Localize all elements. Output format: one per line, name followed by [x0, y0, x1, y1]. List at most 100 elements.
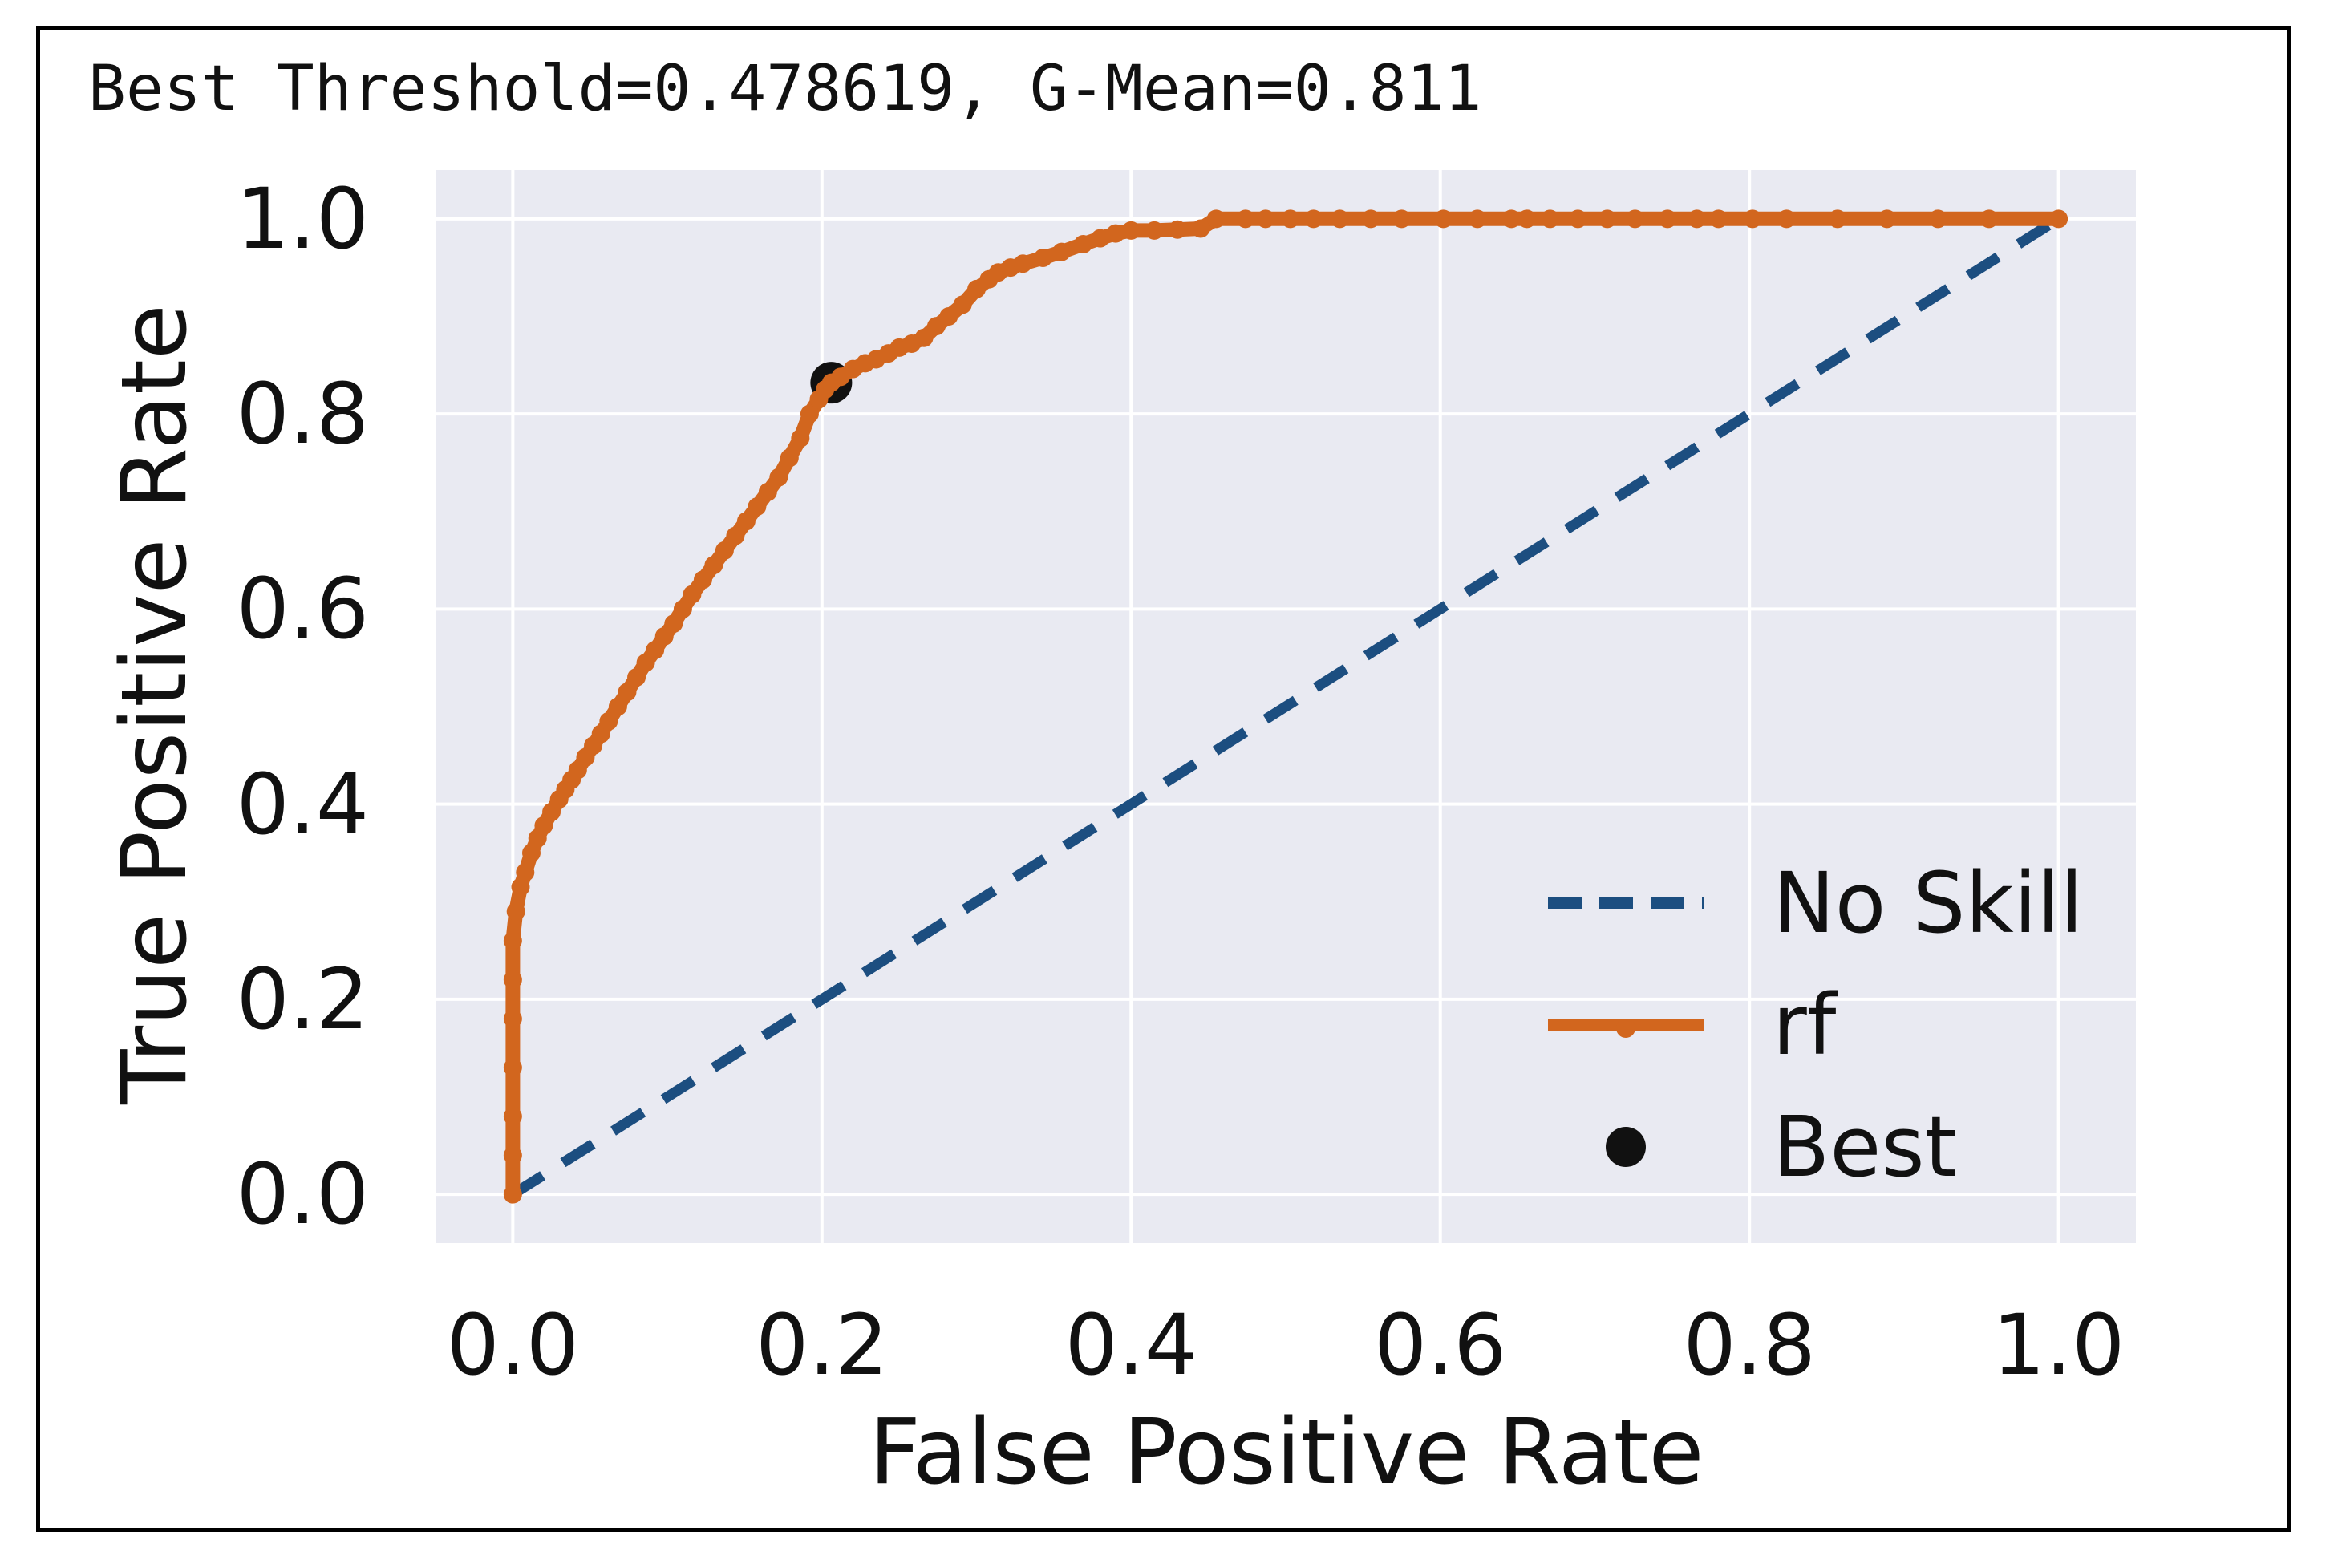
rf-marker [953, 295, 972, 314]
y-tick-label: 0.2 [236, 950, 369, 1048]
rf-marker [2049, 209, 2068, 229]
chart-title: Best Threshold=0.478619, G-Mean=0.811 [88, 53, 1482, 125]
y-tick-label: 1.0 [236, 169, 369, 268]
rf-marker [516, 863, 535, 882]
rf-marker [1828, 209, 1847, 229]
rf-marker [506, 901, 525, 921]
rf-marker [599, 711, 618, 731]
rf-marker [1206, 209, 1226, 229]
rf-marker [1979, 209, 1999, 229]
rf-marker [1743, 209, 1762, 229]
rf-marker [1598, 209, 1617, 229]
rf-marker [1777, 209, 1796, 229]
y-axis-label: True Positive Rate [103, 304, 207, 1104]
rf-marker [1121, 221, 1141, 240]
rf-marker [1033, 248, 1052, 267]
rf-marker [503, 1107, 522, 1126]
rf-marker [1330, 209, 1349, 229]
rf-marker [748, 497, 767, 517]
rf-marker [673, 599, 692, 618]
x-tick-label: 0.6 [1374, 1296, 1507, 1394]
rf-marker [683, 585, 702, 604]
rf-marker [1434, 209, 1453, 229]
legend: No Skill rf Best [1544, 842, 2083, 1208]
rf-marker [1052, 242, 1072, 261]
rf-marker [800, 404, 819, 423]
rf-marker [503, 970, 522, 990]
roc-plot-area [436, 170, 2136, 1243]
rf-marker [1541, 209, 1560, 229]
rf-marker [1517, 209, 1537, 229]
rf-marker [1281, 209, 1300, 229]
x-tick-label: 0.2 [756, 1296, 889, 1394]
x-tick-label: 1.0 [1992, 1296, 2125, 1394]
rf-marker [1236, 209, 1255, 229]
rf-marker [1091, 229, 1110, 248]
rf-marker [769, 468, 788, 487]
rf-marker [1468, 209, 1487, 229]
legend-label: Best [1773, 1098, 1958, 1196]
rf-marker [1145, 221, 1164, 240]
rf-marker [618, 683, 637, 702]
rf-marker [1688, 209, 1707, 229]
rf-marker [503, 1009, 522, 1028]
legend-dot-sample [1606, 1127, 1646, 1167]
rf-marker [1106, 224, 1125, 243]
legend-label: rf [1773, 976, 1837, 1074]
rf-marker [1928, 209, 1947, 229]
rf-marker [1304, 209, 1323, 229]
rf-marker [1568, 209, 1587, 229]
rf-marker [503, 1058, 522, 1077]
rf-marker [1392, 209, 1412, 229]
rf-marker [715, 541, 734, 560]
x-tick-label: 0.0 [446, 1296, 580, 1394]
rf-marker [608, 697, 627, 716]
y-tick-label: 0.6 [236, 560, 369, 658]
x-tick-label: 0.4 [1064, 1296, 1197, 1394]
rf-marker [1074, 234, 1093, 253]
legend-item-best: Best [1544, 1086, 2083, 1208]
legend-item-no-skill: No Skill [1544, 842, 2083, 964]
rf-marker [534, 816, 553, 835]
rf-marker [1191, 219, 1210, 238]
legend-item-rf: rf [1544, 964, 2083, 1086]
rf-marker [1013, 254, 1032, 273]
rf-marker [726, 526, 745, 545]
rf-marker [521, 843, 541, 862]
rf-marker [736, 512, 756, 531]
x-axis-label: False Positive Rate [869, 1400, 1704, 1505]
rf-marker [1361, 209, 1380, 229]
legend-label: No Skill [1773, 854, 2084, 952]
rf-marker [646, 640, 665, 659]
rf-marker [636, 653, 655, 672]
rf-marker [939, 306, 958, 326]
rf-marker [511, 877, 530, 897]
no-skill-line [509, 214, 2062, 1199]
rf-marker [758, 482, 777, 501]
rf-marker [1878, 209, 1897, 229]
rf-marker [693, 570, 712, 590]
rf-marker [1501, 209, 1521, 229]
rf-marker [664, 614, 683, 634]
legend-line-sample [1548, 1019, 1704, 1038]
rf-marker [503, 1146, 522, 1165]
rf-marker [503, 931, 522, 950]
rf-marker [1626, 209, 1645, 229]
rf-marker [1168, 220, 1187, 239]
rf-marker [914, 328, 934, 347]
x-tick-label: 0.8 [1683, 1296, 1816, 1394]
rf-marker [1658, 209, 1677, 229]
rf-marker [780, 448, 799, 468]
rf-marker [704, 556, 723, 575]
rf-marker [1709, 209, 1728, 229]
rf-marker [1256, 209, 1275, 229]
rf-marker [503, 1185, 522, 1204]
rf-marker [654, 626, 674, 646]
rf-marker [967, 279, 987, 298]
y-tick-label: 0.0 [236, 1145, 369, 1244]
rf-marker [791, 429, 810, 448]
legend-line-sample [1548, 897, 1704, 909]
y-tick-label: 0.4 [236, 755, 369, 853]
y-tick-label: 0.8 [236, 365, 369, 464]
